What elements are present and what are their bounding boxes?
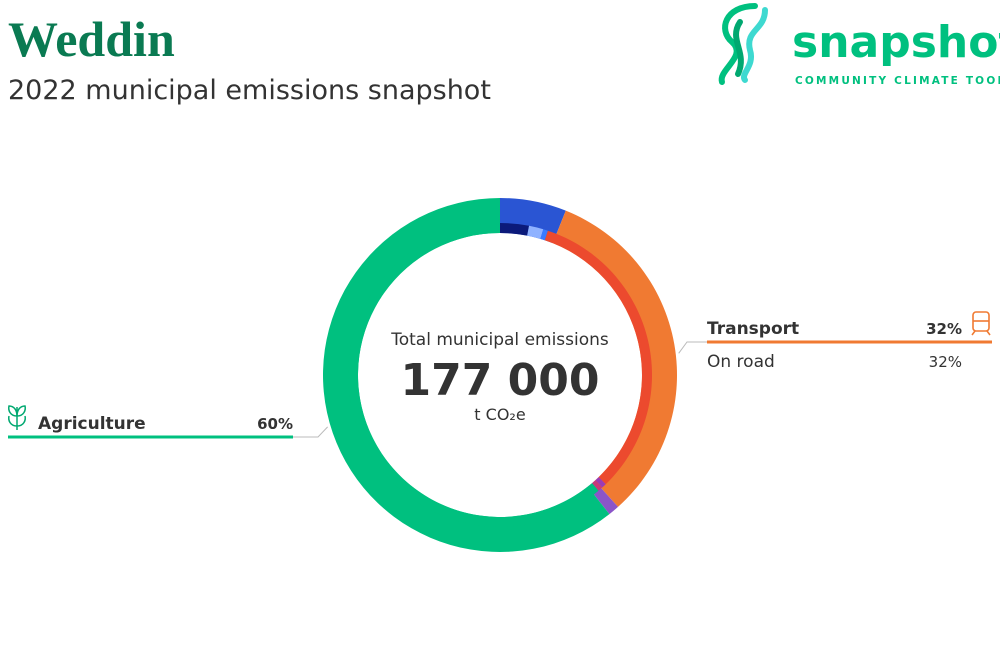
inner-segment [540,229,548,241]
legend-value: 32% [926,320,962,338]
logo-icon [718,3,768,85]
sub-value: 32% [929,353,962,371]
connector [678,341,707,354]
center-label: Total municipal emissions [390,330,609,350]
legend-value: 60% [257,415,293,433]
inner-segment [592,480,603,491]
title: Weddin [8,11,175,67]
logo-tagline: COMMUNITY CLIMATE TOOL [795,75,1000,87]
logo-name: snapshot [792,17,1000,68]
outer-segment [552,210,677,507]
unit: t CO₂e [474,405,525,424]
agriculture-icon [8,405,26,430]
inner-segment [500,223,530,236]
outer-segment [323,198,610,552]
inner-segment [544,230,653,485]
connector [293,426,329,438]
inner-segment [527,225,544,239]
total: 177 000 [400,355,599,406]
inner-segment [595,477,606,488]
legend-label: Transport [707,319,799,339]
legend-label: Agriculture [38,414,146,434]
sub-label: On road [707,352,775,372]
transport-icon [971,311,991,336]
inner-segment [347,223,599,527]
subtitle: 2022 municipal emissions snapshot [8,75,491,106]
